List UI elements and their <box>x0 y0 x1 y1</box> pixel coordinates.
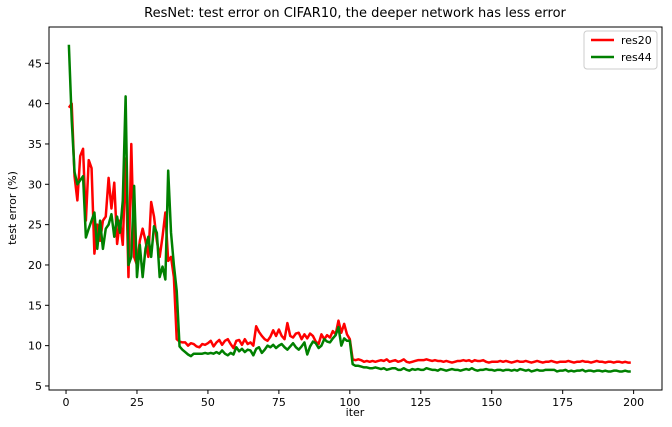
chart-title: ResNet: test error on CIFAR10, the deepe… <box>144 6 566 21</box>
series-line-res20 <box>67 102 631 364</box>
y-tick-label: 40 <box>28 98 42 111</box>
x-tick-label: 200 <box>623 396 644 409</box>
y-tick-label: 10 <box>28 340 42 353</box>
y-tick-label: 5 <box>35 380 42 393</box>
series-layer <box>67 44 631 373</box>
x-axis-label: iter <box>346 406 365 419</box>
x-tick-label: 50 <box>201 396 215 409</box>
legend: res20 res44 <box>583 30 658 70</box>
x-tick-label: 75 <box>272 396 286 409</box>
y-tick-label: 45 <box>28 57 42 70</box>
y-tick-label: 20 <box>28 259 42 272</box>
y-axis-label: test error (%) <box>6 171 19 245</box>
y-tick-label: 35 <box>28 138 42 151</box>
x-tick-label: 175 <box>552 396 573 409</box>
y-tick-label: 25 <box>28 219 42 232</box>
legend-label-res20: res20 <box>621 34 652 47</box>
y-tick-label: 30 <box>28 178 42 191</box>
x-tick-label: 125 <box>410 396 431 409</box>
x-tick-label: 0 <box>63 396 70 409</box>
x-tick-label: 100 <box>339 396 360 409</box>
legend-label-res44: res44 <box>621 51 652 64</box>
plot-frame <box>48 26 663 391</box>
series-line-res44 <box>67 44 631 373</box>
y-tick-label: 15 <box>28 299 42 312</box>
x-tick-label: 150 <box>481 396 502 409</box>
x-tick-label: 25 <box>130 396 144 409</box>
ticks-layer: 0 25 50 75 100 125 150 175 200 5 10 15 20 25 30 35 40 45 <box>28 57 644 409</box>
